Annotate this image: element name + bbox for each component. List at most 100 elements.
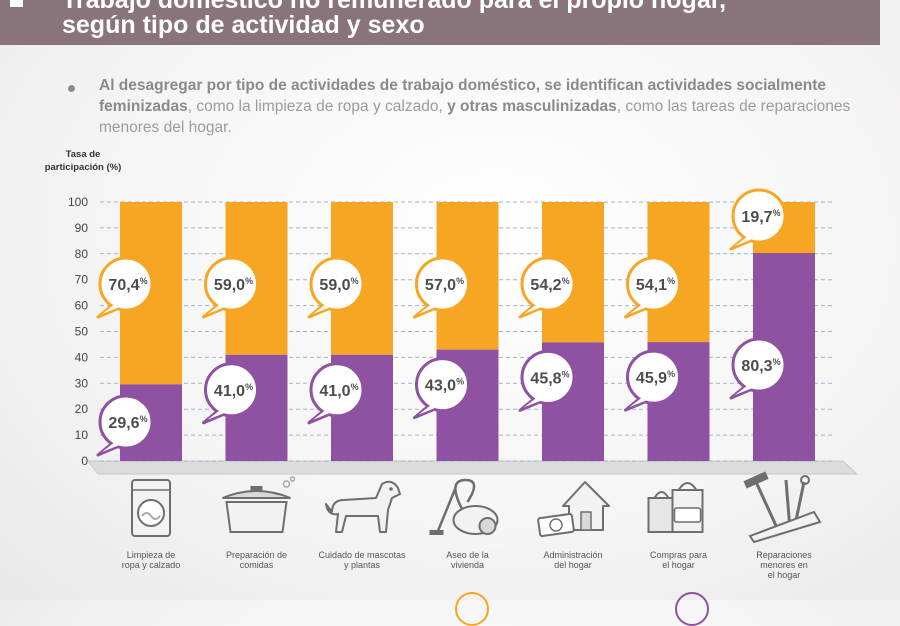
washer-door bbox=[137, 499, 165, 527]
bullet-dot bbox=[68, 85, 75, 92]
bullet-text-bold-2: y otras masculinizadas bbox=[447, 98, 617, 115]
category-label-line: Reparaciones bbox=[756, 550, 812, 560]
value-bubble-purple: 43,0% bbox=[413, 357, 470, 420]
hammer-handle bbox=[754, 481, 780, 531]
bubble-tail-fill bbox=[524, 304, 544, 314]
bullet-text-bold-1: Al desagregar por tipo de actividades de… bbox=[99, 77, 827, 115]
value-bubble-purple: 29,6% bbox=[96, 394, 154, 457]
stacked-bar-chart: 0 10 20 30 40 50 60 70 80 90 100 70,4% 29,6% 59,0% 41,… bbox=[68, 188, 859, 544]
hammer-head bbox=[743, 471, 769, 489]
y-tick-label: 0 bbox=[81, 454, 88, 468]
bubble-tail-fill bbox=[418, 304, 439, 314]
pot-lid bbox=[222, 490, 291, 499]
bubble-tail-fill bbox=[735, 385, 755, 395]
value-label: 43,0% bbox=[425, 377, 464, 395]
bubble-tail-fill bbox=[207, 304, 228, 314]
shopping-banknote bbox=[673, 507, 702, 523]
value-bubble-orange: 59,0% bbox=[202, 256, 259, 319]
bubble-tail-fill bbox=[313, 304, 333, 314]
y-tick-label: 10 bbox=[75, 428, 89, 442]
value-bubble-orange: 19,7% bbox=[729, 188, 787, 251]
value-label: 54,2% bbox=[530, 276, 569, 294]
percent-sign: % bbox=[667, 369, 675, 379]
house-money-icon bbox=[537, 481, 610, 538]
percent-sign: % bbox=[140, 414, 148, 424]
category-label: Administración del hogar bbox=[525, 550, 621, 570]
bubble-circle bbox=[309, 256, 365, 312]
value-bubble-purple: 41,0% bbox=[307, 362, 365, 425]
bubble-circle bbox=[731, 188, 787, 244]
value-label: 19,7% bbox=[741, 208, 780, 226]
dog-eye bbox=[389, 487, 393, 491]
value-label: 59,0% bbox=[214, 276, 253, 294]
y-tick-label: 100 bbox=[68, 195, 88, 209]
cooking-pot-icon bbox=[222, 476, 296, 533]
vacuum-wand bbox=[436, 487, 457, 533]
bubble-tail-fill bbox=[735, 236, 755, 246]
value-label: 59,0% bbox=[319, 276, 358, 294]
bubble-circle bbox=[415, 256, 470, 312]
bullet-text: Al desagregar por tipo de actividades de… bbox=[99, 75, 859, 138]
bubble-tail-fill bbox=[207, 409, 228, 420]
value-label: 41,0% bbox=[319, 382, 358, 400]
pot-knob bbox=[250, 486, 263, 491]
percent-sign: % bbox=[351, 276, 359, 286]
value-bubble-orange: 57,0% bbox=[413, 256, 470, 319]
vacuum-cleaner-icon bbox=[429, 478, 499, 535]
bubble-circle bbox=[626, 256, 681, 312]
y-tick-label: 20 bbox=[75, 402, 89, 416]
percent-sign: % bbox=[140, 276, 148, 286]
category-label-line: ropa y calzado bbox=[121, 560, 181, 570]
footer-orange-bubble bbox=[455, 592, 489, 626]
percent-sign: % bbox=[773, 208, 781, 218]
category-label: Preparación de comidas bbox=[209, 550, 305, 570]
shopping-bags-icon bbox=[647, 482, 704, 533]
value-label: 45,9% bbox=[636, 369, 675, 387]
value-label: 29,6% bbox=[108, 414, 147, 432]
category-label: Compras para el hogar bbox=[631, 550, 727, 570]
bubble-circle bbox=[731, 337, 787, 393]
bubble-tail-fill bbox=[102, 304, 122, 314]
percent-sign: % bbox=[351, 382, 359, 392]
footer-purple-bubble bbox=[675, 592, 709, 626]
value-bubble-orange: 70,4% bbox=[96, 256, 154, 319]
percent-sign: % bbox=[245, 276, 253, 286]
y-tick-label: 80 bbox=[75, 247, 89, 261]
house-shape bbox=[562, 481, 610, 531]
category-label: Cuidado de mascotas y plantas bbox=[314, 550, 410, 570]
washer-water bbox=[141, 512, 161, 520]
bubble-circle bbox=[309, 362, 365, 418]
bubble-circle bbox=[520, 256, 576, 312]
title-line-1: Trabajo doméstico no remunerado para el … bbox=[62, 0, 727, 14]
percent-sign: % bbox=[456, 377, 464, 387]
dog-icon bbox=[325, 480, 401, 533]
header-bar: Trabajo doméstico no remunerado para el … bbox=[0, 0, 880, 45]
shopping-bag-1 bbox=[647, 497, 676, 533]
category-label-line: el hogar bbox=[662, 560, 695, 570]
category-label-line: comidas bbox=[239, 560, 274, 570]
bubble-circle bbox=[626, 349, 681, 405]
category-label-line: el hogar bbox=[767, 570, 801, 580]
percent-sign: % bbox=[562, 276, 570, 286]
category-label-line: Preparación de bbox=[225, 550, 288, 560]
pot-steam-1 bbox=[282, 480, 291, 488]
value-bubble-orange: 59,0% bbox=[307, 256, 365, 319]
value-bubble-purple: 80,3% bbox=[729, 337, 787, 400]
percent-sign: % bbox=[456, 276, 464, 286]
value-bubble-purple: 45,8% bbox=[518, 349, 576, 412]
chart-floor bbox=[86, 460, 859, 475]
category-label-line: Compras para bbox=[649, 550, 708, 560]
bubble-circle bbox=[520, 349, 576, 405]
value-label: 70,4% bbox=[108, 276, 147, 294]
y-tick-label: 30 bbox=[75, 376, 89, 390]
bubble-circle bbox=[415, 357, 470, 413]
shopping-bag-2-handle bbox=[677, 482, 698, 491]
bubble-tail-fill bbox=[524, 397, 544, 408]
banknote bbox=[537, 512, 575, 538]
bubble-circle bbox=[98, 394, 154, 450]
header-marker bbox=[10, 0, 23, 7]
bubble-tail-fill bbox=[629, 304, 650, 314]
bubble-tail-fill bbox=[313, 409, 333, 420]
y-tick-label: 50 bbox=[75, 325, 89, 339]
category-label-line: del hogar bbox=[554, 560, 592, 570]
